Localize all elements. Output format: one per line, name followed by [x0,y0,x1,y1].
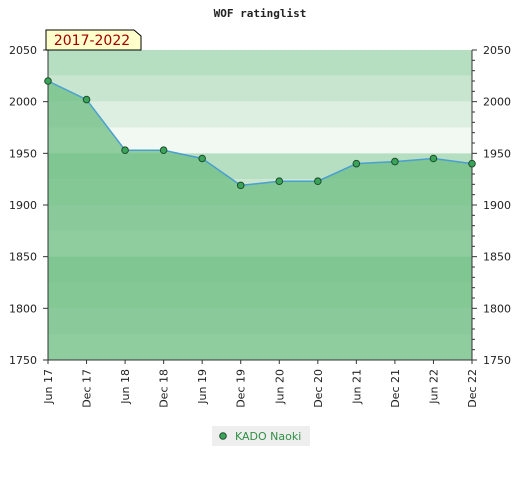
y-tick-label-left: 1900 [9,199,37,212]
y-tick-labels-right: 1750 1800 1850 1900 1950 2000 2050 [483,44,511,367]
axes [43,49,477,364]
chart-title: WOF ratinglist [214,7,307,20]
y-tick-label-right: 1750 [483,354,511,367]
x-tick-label: Dec 18 [158,369,171,408]
legend: KADO Naoki [212,426,310,446]
y-tick-label-left: 1750 [9,354,37,367]
y-tick-label-left: 2000 [9,96,37,109]
series-polyline [47,80,473,187]
data-point [236,181,245,190]
series-line [47,80,473,187]
y-tick-label-right: 1800 [483,302,511,315]
data-point [44,77,52,85]
y-tick-label-left: 1950 [9,147,37,160]
data-points [44,77,476,190]
y-tick-label-right: 2050 [483,44,511,57]
x-tick-label: Dec 22 [466,369,479,408]
y-tick-label-left: 2050 [9,44,37,57]
x-tick-labels: Jun 17 Dec 17 Jun 18 Dec 18 Jun 19 Dec 19 Jun … [42,369,479,408]
x-tick-label: Dec 17 [81,369,94,408]
legend-box [212,426,310,446]
y-tick-label-right: 2000 [483,96,511,109]
data-point [468,159,476,168]
period-box-shape [45,29,142,51]
data-point [275,177,284,186]
period-box: 2017-2022 [45,29,142,51]
background-band [48,75,472,102]
x-tick-label: Dec 21 [389,369,402,408]
x-tick-label: Jun 18 [119,369,132,405]
x-tick-label: Jun 22 [427,369,440,405]
background-band [48,101,472,128]
data-point [198,154,206,163]
y-tick-label-right: 1950 [483,147,511,160]
y-tick-label-right: 1900 [483,199,511,212]
data-point [159,146,168,155]
x-tick-label: Dec 19 [235,369,248,408]
data-point [82,95,91,104]
x-tick-label: Jun 21 [350,369,363,405]
y-tick-label-left: 1800 [9,302,37,315]
legend-series-name: KADO Naoki [235,430,301,443]
y-tick-labels-left: 1750 1800 1850 1900 1950 2000 2050 [9,44,37,367]
y-tick-label-right: 1850 [483,251,511,264]
x-tick-label: Jun 19 [196,369,209,405]
x-tick-label: Dec 20 [312,369,325,408]
background-band [48,50,472,76]
y-tick-label-left: 1850 [9,251,37,264]
x-tick-label: Jun 20 [273,369,286,405]
data-point [429,154,438,163]
data-point [121,146,129,155]
period-label: 2017-2022 [54,33,130,49]
x-tick-label: Jun 17 [42,369,55,405]
data-point [352,159,361,168]
data-point [391,157,399,166]
legend-marker [219,432,227,440]
data-point [314,177,322,186]
